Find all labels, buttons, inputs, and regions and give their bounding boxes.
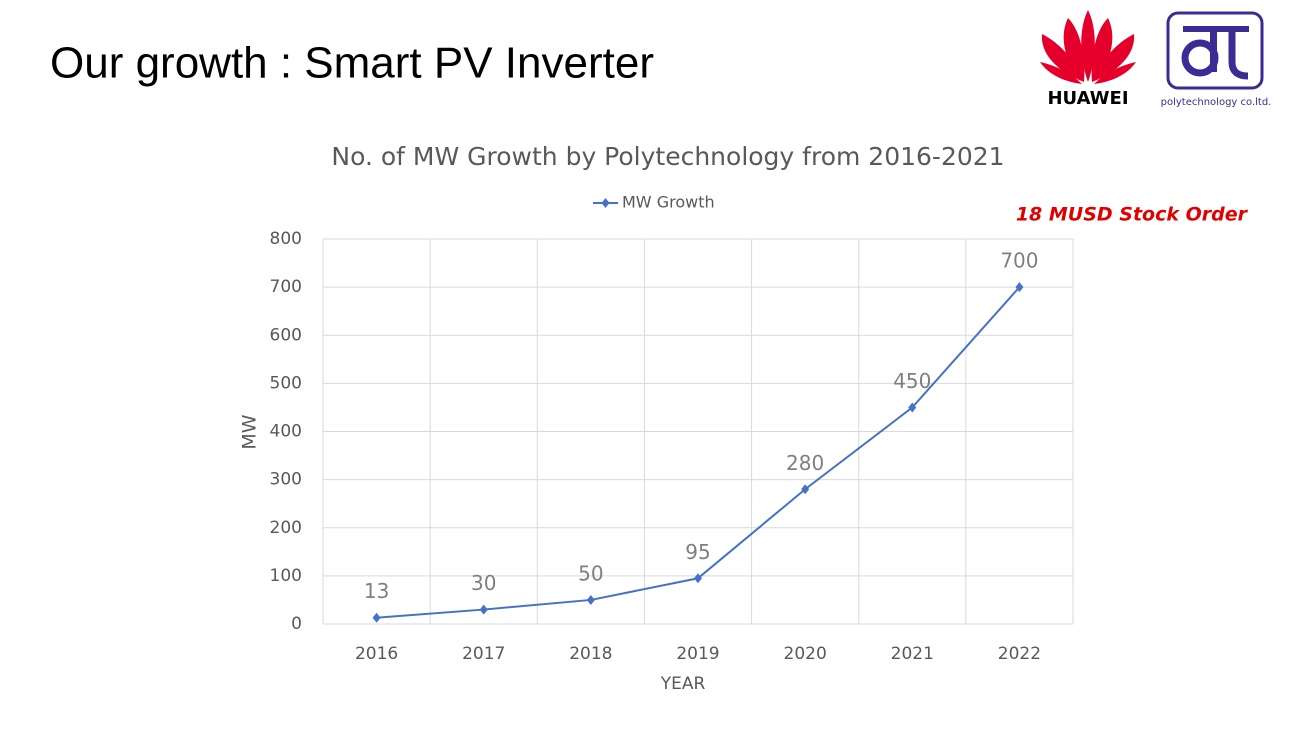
data-label: 700 (1000, 249, 1038, 273)
x-tick-label: 2016 (355, 644, 398, 664)
x-tick-label: 2021 (891, 644, 934, 664)
x-tick-label: 2022 (998, 644, 1041, 664)
chart-title: No. of MW Growth by Polytechnology from … (331, 142, 1004, 171)
y-tick-label: 400 (270, 422, 302, 442)
marker (694, 573, 702, 584)
huawei-logo-text: HUAWEI (1047, 88, 1128, 109)
y-tick-label: 200 (270, 518, 302, 538)
y-tick-label: 700 (270, 277, 302, 297)
data-label: 13 (364, 579, 389, 603)
data-label: 50 (578, 561, 603, 585)
slide-title: Our growth : Smart PV Inverter (50, 39, 654, 88)
y-tick-label: 600 (270, 325, 302, 345)
x-tick-label: 2020 (784, 644, 827, 664)
y-tick-label: 0 (291, 614, 302, 634)
marker (372, 612, 381, 623)
marker (908, 402, 917, 413)
x-axis-title: YEAR (660, 674, 706, 694)
marker (586, 594, 595, 605)
x-tick-label: 2017 (462, 644, 505, 664)
y-tick-label: 300 (270, 470, 302, 490)
data-label: 30 (471, 571, 496, 595)
marker (479, 604, 488, 615)
polytechnology-logo: polytechnology co.ltd. (1161, 11, 1272, 108)
data-label: 450 (893, 369, 931, 393)
x-tick-label: 2018 (569, 644, 612, 664)
y-axis-title: MW (239, 414, 261, 449)
data-label: 280 (786, 451, 824, 475)
annotation: 18 MUSD Stock Order (1016, 204, 1249, 226)
y-tick-label: 100 (270, 566, 302, 586)
legend-marker (601, 198, 610, 208)
y-tick-label: 800 (270, 229, 302, 249)
data-label: 95 (685, 540, 710, 564)
marker (801, 484, 810, 495)
marker (1015, 282, 1024, 293)
y-tick-label: 500 (270, 373, 302, 393)
polytechnology-logo-text: polytechnology co.ltd. (1161, 97, 1272, 108)
huawei-logo: HUAWEI (1040, 10, 1136, 109)
legend-label: MW Growth (622, 193, 715, 212)
x-tick-label: 2019 (676, 644, 719, 664)
